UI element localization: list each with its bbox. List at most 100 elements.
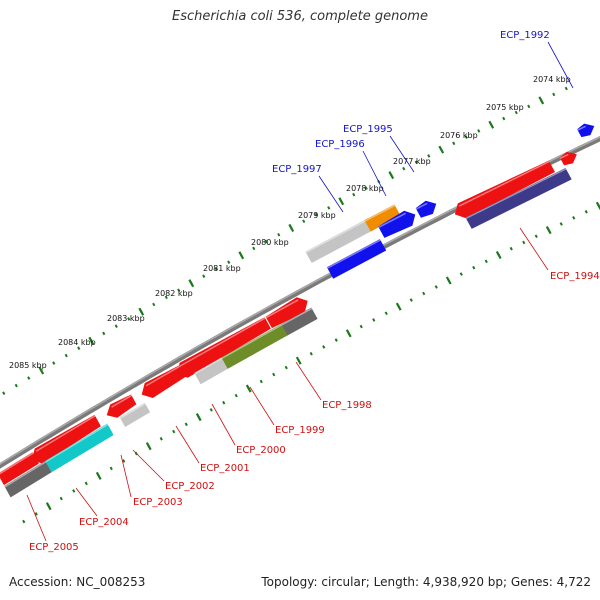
minor-tick [334, 338, 338, 342]
minor-tick [14, 383, 18, 388]
gene-label-bottom: ECP_1999 [275, 425, 325, 436]
minor-tick [409, 298, 413, 302]
minor-tick [114, 324, 118, 328]
minor-tick [209, 408, 213, 412]
accession-text: Accession: NC_008253 [9, 575, 146, 589]
gene-highlight [180, 317, 266, 367]
gene-ECP_1998 [279, 307, 318, 337]
major-tick [445, 276, 452, 285]
minor-tick [302, 219, 306, 224]
gene-highlight [458, 160, 550, 207]
major-tick [545, 226, 552, 235]
gene-label-bottom: ECP_1998 [322, 400, 372, 411]
major-tick [495, 250, 502, 260]
gene-label-top: ECP_1995 [343, 124, 393, 135]
major-tick [438, 145, 445, 154]
tick-label-kbp: 2075 kbp [486, 103, 524, 112]
gene-highlight [265, 299, 299, 319]
gene-ECP_2001 [194, 357, 228, 385]
minor-tick [464, 135, 468, 139]
gene-label-bottom: ECP_2002 [165, 481, 215, 492]
gene-ECP_2000 [221, 324, 288, 369]
gene-ECP_2004 [45, 423, 114, 473]
minor-tick [502, 116, 506, 121]
gene-ECP_2003 [119, 402, 151, 427]
minor-tick [572, 216, 576, 220]
minor-tick [214, 267, 218, 271]
minor-tick [372, 318, 376, 322]
minor-tick [72, 489, 76, 493]
minor-tick [172, 429, 176, 434]
minor-tick [277, 232, 281, 237]
minor-tick [77, 346, 81, 350]
genome-title: Escherichia coli 536, complete genome [172, 9, 428, 24]
major-tick [88, 336, 95, 345]
major-tick [95, 471, 102, 480]
inner-tick-row [22, 201, 600, 524]
gene-label-leader [249, 386, 275, 426]
gene-highlight [119, 402, 146, 419]
minor-tick [359, 324, 363, 329]
gene-ECP_1995b [415, 200, 437, 218]
tick-label-kbp: 2074 kbp [533, 75, 571, 84]
minor-tick [272, 372, 276, 377]
gene-ECP_2000-red [176, 317, 271, 378]
minor-tick [109, 466, 113, 471]
minor-tick [459, 272, 463, 276]
gene-highlight [559, 153, 569, 160]
minor-tick [414, 160, 418, 165]
minor-tick [22, 519, 26, 524]
minor-tick [184, 422, 188, 427]
minor-tick [434, 285, 438, 289]
gene-ECP_1995-arrow [378, 210, 416, 238]
minor-tick [527, 104, 531, 109]
gene-label-top: ECP_1997 [272, 164, 322, 175]
gene-label-bottom: ECP_2005 [29, 542, 79, 553]
major-tick [338, 197, 345, 206]
minor-tick [177, 288, 181, 293]
gene-label-bottom: ECP_2004 [79, 517, 129, 528]
minor-tick [584, 210, 588, 214]
gene-label-leader [519, 227, 549, 271]
major-tick [288, 223, 295, 233]
gene-ECP_2003-red [106, 394, 137, 418]
tick-label-kbp: 2082 kbp [155, 289, 193, 298]
gene-highlight [111, 394, 132, 408]
gene-ECP_1992 [577, 123, 595, 138]
minor-tick [322, 345, 326, 349]
minor-tick [52, 361, 56, 365]
major-tick [45, 502, 52, 511]
tick-label-kbp: 2083 kbp [107, 314, 145, 323]
gene-highlight [221, 324, 283, 360]
minor-tick [259, 379, 263, 384]
gene-ECP_1994-red [454, 160, 555, 219]
minor-tick [284, 365, 288, 370]
gene-highlight [364, 204, 396, 222]
gene-ECP_2002 [141, 364, 187, 398]
major-tick [188, 279, 195, 288]
gene-ECP_1994 [465, 168, 572, 229]
minor-tick [2, 391, 6, 395]
gene-label-top: ECP_1992 [500, 30, 550, 41]
gene-label-leader [75, 487, 98, 517]
gene-highlight [4, 461, 47, 488]
minor-tick [352, 192, 356, 197]
minor-tick [509, 246, 513, 251]
gene-label-bottom: ECP_2001 [200, 463, 250, 474]
major-tick [345, 329, 352, 338]
gene-ECP_2005 [4, 460, 52, 498]
major-tick [388, 171, 395, 180]
minor-tick [327, 206, 331, 210]
minor-tick [222, 400, 226, 405]
minor-tick [522, 240, 526, 245]
gene-label-leader [132, 449, 165, 482]
gene-ECP_1997 [305, 218, 375, 263]
gene-label-bottom: ECP_2000 [236, 445, 286, 456]
major-tick [238, 251, 245, 260]
gene-label-leader [547, 41, 574, 89]
tick-label-kbp: 2076 kbp [440, 131, 478, 140]
gene-highlight [378, 212, 407, 229]
minor-tick [159, 437, 163, 441]
gene-label-leader [295, 361, 322, 401]
